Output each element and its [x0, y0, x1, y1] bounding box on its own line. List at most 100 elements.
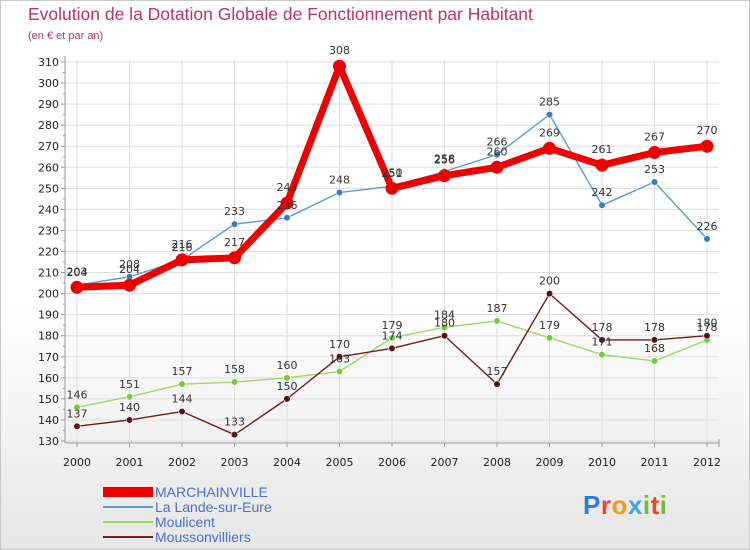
logo-letter: i [659, 490, 668, 520]
data-point [648, 146, 661, 160]
data-label: 217 [224, 236, 245, 249]
data-point [230, 220, 239, 228]
x-tick-label: 2001 [116, 456, 144, 469]
data-point [703, 235, 711, 243]
data-point [73, 403, 81, 411]
data-label: 269 [539, 126, 560, 139]
data-point [230, 431, 239, 439]
data-label: 256 [434, 154, 455, 167]
data-point [178, 380, 186, 388]
y-tick-label: 170 [38, 351, 59, 364]
data-point [283, 374, 291, 382]
logo-letter: o [611, 490, 628, 520]
data-point [70, 280, 84, 294]
y-tick-label: 270 [38, 140, 59, 153]
y-tick-label: 160 [38, 372, 59, 385]
data-label: 266 [487, 136, 508, 149]
data-point [73, 422, 81, 430]
y-tick-label: 150 [38, 393, 59, 406]
data-label: 216 [172, 241, 193, 254]
data-point [335, 353, 344, 361]
data-label: 308 [329, 44, 350, 57]
data-label: 233 [224, 205, 245, 218]
logo-letter: P [583, 490, 601, 520]
data-point [335, 188, 344, 197]
data-label: 157 [487, 365, 508, 378]
data-label: 180 [434, 317, 455, 330]
x-tick-label: 2003 [221, 456, 249, 469]
data-point [700, 139, 714, 153]
data-point [283, 214, 291, 222]
logo-letter: t [650, 490, 660, 520]
x-tick-label: 2011 [641, 456, 669, 469]
legend-swatch [103, 487, 153, 497]
y-tick-label: 260 [38, 161, 59, 174]
x-tick-label: 2004 [273, 456, 301, 469]
data-point [598, 201, 606, 209]
data-point [545, 111, 554, 119]
data-point [335, 367, 344, 376]
data-point [385, 181, 399, 195]
data-label: 216 [172, 238, 193, 251]
data-label: 253 [644, 163, 665, 176]
data-point [178, 407, 186, 416]
y-tick-label: 280 [38, 119, 59, 132]
data-label: 146 [67, 388, 88, 401]
data-label: 178 [592, 321, 613, 334]
chart-subtitle: (en € et par an) [28, 30, 104, 42]
x-tick-label: 2000 [63, 456, 91, 469]
x-tick-label: 2006 [378, 456, 406, 469]
data-label: 250 [382, 166, 403, 179]
data-point [598, 351, 606, 359]
data-point [440, 332, 449, 340]
data-point [123, 278, 136, 292]
data-point [493, 380, 501, 388]
data-label: 137 [67, 407, 88, 420]
y-tick-label: 230 [38, 224, 59, 237]
data-point [598, 336, 606, 344]
data-label: 208 [119, 258, 140, 271]
x-tick-label: 2007 [431, 456, 459, 469]
chart-title: Evolution de la Dotation Globale de Fonc… [28, 4, 533, 24]
data-label: 204 [119, 263, 140, 276]
data-point [493, 317, 501, 325]
data-point [545, 334, 554, 342]
data-point [650, 336, 659, 344]
data-label: 178 [697, 321, 718, 334]
legend-swatch [103, 521, 153, 523]
data-point [175, 253, 189, 267]
data-label: 163 [329, 353, 350, 366]
y-tick-label: 190 [38, 309, 59, 322]
data-label: 133 [224, 416, 245, 429]
data-label: 150 [277, 380, 298, 393]
logo-letter: r [600, 490, 612, 520]
data-label: 171 [592, 336, 613, 349]
data-label: 203 [67, 265, 88, 278]
data-label: 236 [277, 199, 298, 212]
data-label: 258 [434, 152, 455, 165]
data-label: 243 [277, 181, 298, 194]
y-tick-label: 220 [38, 246, 59, 259]
legend-label: MARCHAINVILLE [155, 484, 268, 500]
data-point [490, 160, 504, 174]
y-tick-label: 210 [38, 267, 59, 280]
data-point [545, 290, 554, 298]
data-point [125, 416, 134, 424]
y-tick-label: 130 [38, 435, 59, 448]
y-tick-label: 140 [38, 414, 59, 427]
data-label: 168 [644, 342, 665, 355]
data-point [388, 344, 396, 352]
data-label: 151 [119, 378, 140, 391]
series-moulicent [73, 317, 711, 411]
proxiti-logo: Proxiti [583, 490, 667, 521]
series-marchainville [70, 59, 714, 294]
y-tick-label: 300 [38, 77, 59, 90]
data-label: 184 [434, 308, 455, 321]
data-point [493, 151, 501, 159]
data-label: 204 [67, 266, 88, 279]
data-label: 200 [539, 275, 560, 288]
data-point [650, 357, 659, 365]
data-point [595, 158, 609, 172]
data-label: 285 [539, 96, 560, 109]
